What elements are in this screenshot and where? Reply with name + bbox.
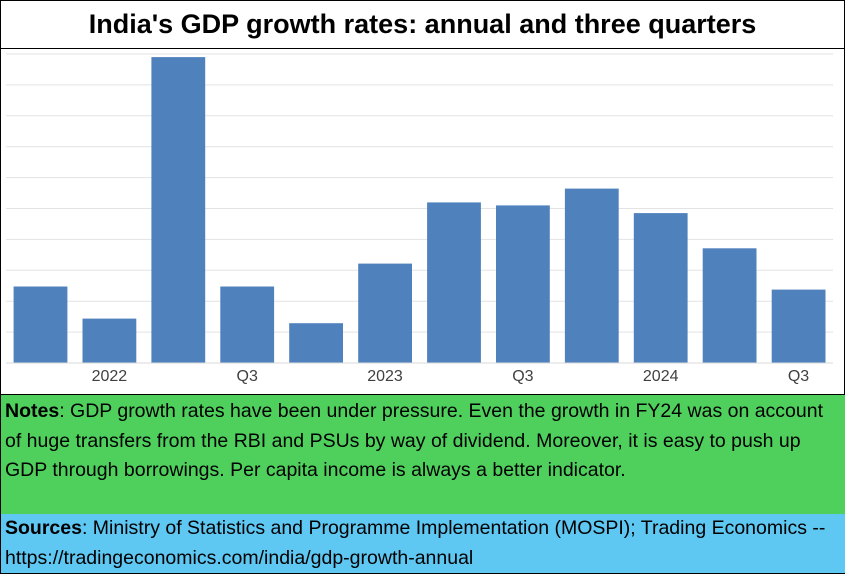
title-box: India's GDP growth rates: annual and thr… [1,1,844,49]
bar [13,286,68,363]
bar [220,286,275,363]
bar [496,205,550,363]
bar [564,188,619,363]
bar [702,248,757,363]
chart-title: India's GDP growth rates: annual and thr… [88,9,757,39]
bar [633,213,688,363]
x-tick-label: Q3 [512,368,533,385]
bar [771,289,826,363]
bar [358,263,412,363]
x-tick-label: Q3 [237,368,258,385]
bar [427,202,481,363]
bars [13,57,826,363]
x-tick-label: 2023 [367,368,403,385]
x-tick-label: Q3 [788,368,809,385]
notes-box: Notes: GDP growth rates have been under … [1,394,845,515]
x-tick-labels: 2022 Q3 2023 Q3 2024 Q3 [92,368,810,385]
gridlines [6,53,833,364]
bar-chart: 2022 Q3 2023 Q3 2024 Q3 [6,53,833,385]
bar [151,57,206,363]
bar [82,318,137,363]
x-tick-label: 2024 [643,368,679,385]
notes-text: : GDP growth rates have been under press… [5,400,824,481]
sources-box: Sources: Ministry of Statistics and Prog… [1,514,845,573]
sources-text: : Ministry of Statistics and Programme I… [5,517,826,569]
sources-label: Sources [5,517,82,539]
x-tick-label: 2022 [92,368,128,385]
notes-label: Notes [5,400,60,422]
bar [289,323,343,363]
